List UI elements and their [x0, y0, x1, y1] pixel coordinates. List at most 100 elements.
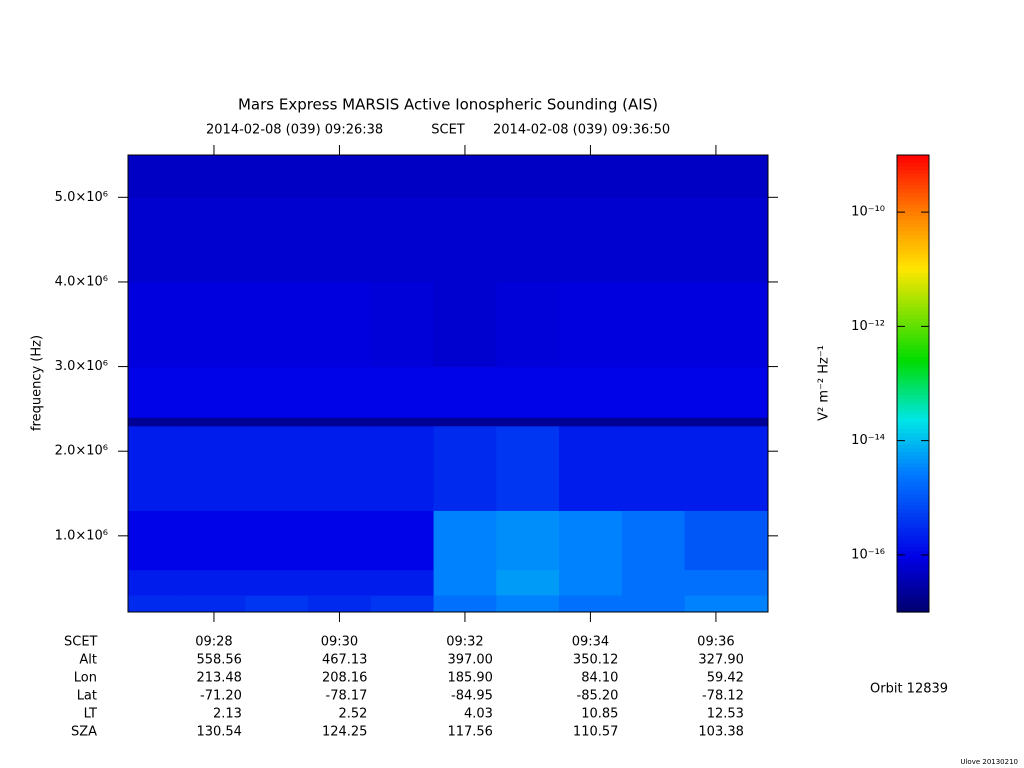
ephemeris-value: 110.57: [573, 725, 619, 740]
heatmap-cell: [128, 569, 184, 596]
colorbar-cell: [897, 558, 929, 564]
colorbar-cell: [897, 478, 929, 484]
orbit: Orbit 12839: [870, 682, 948, 697]
footer: Ulove 20130210: [960, 758, 1018, 766]
heatmap-cell: [621, 569, 686, 596]
ephemeris-value: 397.00: [447, 653, 493, 668]
colorbar-cell: [897, 444, 929, 449]
heatmap-cell: [559, 417, 623, 427]
colorbar-tick-label: 10⁻¹⁰: [851, 205, 885, 220]
heatmap-cell: [182, 425, 246, 511]
colorbar-cell: [897, 261, 929, 267]
colorbar-cell: [897, 573, 929, 579]
heatmap-cell: [496, 155, 560, 198]
heatmap-cell: [433, 366, 497, 418]
colorbar-cell: [897, 524, 929, 529]
colorbar-tick-label: 10⁻¹⁴: [851, 433, 885, 448]
ephemeris-value: 185.90: [447, 671, 493, 686]
ephemeris-value: -78.12: [702, 689, 744, 704]
heatmap-cell: [308, 425, 372, 511]
ephemeris-value: 558.56: [196, 653, 242, 668]
heatmap-cell: [433, 281, 497, 368]
colorbar-cell: [897, 406, 929, 411]
colorbar-cell: [897, 509, 929, 514]
heatmap-cell: [559, 595, 623, 613]
colorbar-cell: [897, 189, 929, 194]
colorbar-cell: [897, 265, 929, 270]
heatmap-cell: [370, 510, 435, 571]
colorbar-cell: [897, 501, 929, 506]
colorbar-cell: [897, 547, 929, 552]
ephemeris-value: 467.13: [322, 653, 368, 668]
heatmap-cell: [621, 425, 686, 511]
heatmap-cell: [621, 510, 686, 571]
ephemeris-label: Alt: [79, 653, 97, 668]
colorbar-cell: [897, 356, 929, 362]
plot-frame: [127, 154, 769, 613]
y-tick-label: 2.0×10⁶: [55, 444, 108, 459]
x-tick-label: 09:34: [572, 635, 609, 650]
scet-row-label: SCET: [64, 635, 98, 650]
heatmap-cell: [128, 281, 184, 368]
colorbar-cell: [897, 162, 929, 168]
heatmap-cell: [496, 417, 560, 427]
heatmap-cell: [182, 155, 246, 198]
start-time: 2014-02-08 (039) 09:26:38: [206, 123, 383, 138]
ephemeris-value: 117.56: [447, 725, 493, 740]
colorbar-cell: [897, 155, 929, 160]
colorbar-cell: [897, 208, 929, 213]
colorbar-cell: [897, 566, 929, 571]
colorbar-cell: [897, 219, 929, 225]
colorbar-cell: [897, 562, 929, 567]
heatmap-cell: [370, 155, 435, 198]
colorbar-cell: [897, 596, 929, 602]
colorbar-cell: [897, 303, 929, 308]
colorbar-cell: [897, 311, 929, 316]
colorbar-cell: [897, 257, 929, 263]
ephemeris-value: -78.17: [326, 689, 368, 704]
colorbar-cell: [897, 467, 929, 472]
colorbar-cell: [897, 520, 929, 526]
colorbar-cell: [897, 429, 929, 434]
colorbar-cell: [897, 284, 929, 289]
colorbar-cell: [897, 215, 929, 221]
colorbar-cell: [897, 368, 929, 373]
colorbar-cell: [897, 516, 929, 522]
colorbar-cell: [897, 246, 929, 251]
colorbar-cell: [897, 314, 929, 320]
heatmap-cell: [370, 595, 435, 613]
colorbar-cell: [897, 227, 929, 232]
colorbar-cell: [897, 600, 929, 605]
ephemeris-label: Lat: [77, 689, 97, 704]
heatmap-cell: [308, 155, 372, 198]
colorbar-cell: [897, 341, 929, 347]
colorbar-cell: [897, 421, 929, 426]
colorbar-cell: [897, 349, 929, 354]
heatmap-cell: [245, 425, 309, 511]
heatmap-cell: [370, 197, 435, 283]
colorbar-cell: [897, 234, 929, 240]
colorbar-cell: [897, 452, 929, 457]
colorbar-cell: [897, 417, 929, 423]
colorbar-cell: [897, 360, 929, 366]
chart-title: Mars Express MARSIS Active Ionospheric S…: [238, 96, 658, 114]
heatmap-cell: [433, 197, 497, 283]
heatmap-cell: [684, 417, 769, 427]
x-tick-label: 09:28: [195, 635, 232, 650]
heatmap-cell: [182, 417, 246, 427]
heatmap-cell: [433, 155, 497, 198]
colorbar-cell: [897, 379, 929, 385]
colorbar-cell: [897, 307, 929, 312]
heatmap-cell: [308, 595, 372, 613]
colorbar-cell: [897, 394, 929, 400]
colorbar-cell: [897, 448, 929, 453]
y-tick-label: 4.0×10⁶: [55, 274, 108, 289]
colorbar-cell: [897, 185, 929, 190]
colorbar-cell: [897, 608, 929, 613]
x-tick-label: 09:30: [321, 635, 358, 650]
colorbar-cell: [897, 391, 929, 396]
colorbar-tick-label: 10⁻¹²: [851, 319, 885, 334]
colorbar-cell: [897, 543, 929, 548]
heatmap-cell: [182, 569, 246, 596]
y-tick-label: 3.0×10⁶: [55, 359, 108, 374]
